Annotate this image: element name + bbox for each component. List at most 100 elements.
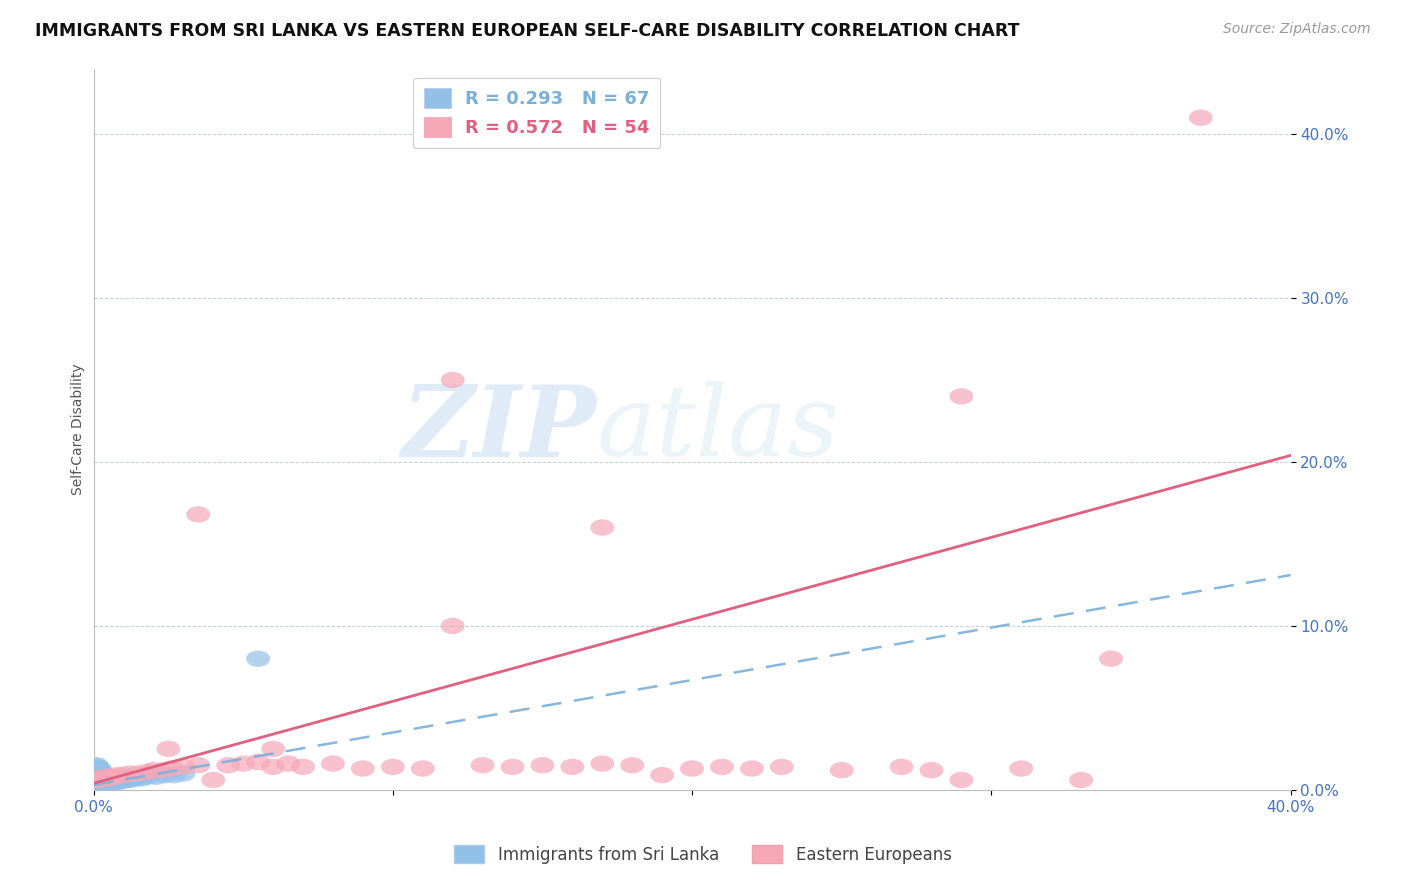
Ellipse shape <box>87 775 111 791</box>
Ellipse shape <box>87 770 111 787</box>
Ellipse shape <box>84 779 108 795</box>
Ellipse shape <box>111 772 135 789</box>
Ellipse shape <box>90 765 114 781</box>
Ellipse shape <box>118 772 142 789</box>
Ellipse shape <box>100 775 124 791</box>
Ellipse shape <box>84 772 108 789</box>
Ellipse shape <box>87 770 111 787</box>
Ellipse shape <box>187 507 211 523</box>
Ellipse shape <box>561 759 585 775</box>
Ellipse shape <box>84 767 108 783</box>
Ellipse shape <box>440 372 464 388</box>
Ellipse shape <box>94 772 118 789</box>
Ellipse shape <box>949 388 973 405</box>
Ellipse shape <box>103 773 127 789</box>
Ellipse shape <box>111 767 135 783</box>
Ellipse shape <box>97 770 121 787</box>
Ellipse shape <box>262 740 285 757</box>
Ellipse shape <box>84 762 108 779</box>
Ellipse shape <box>1069 772 1092 789</box>
Ellipse shape <box>103 769 127 785</box>
Text: Source: ZipAtlas.com: Source: ZipAtlas.com <box>1223 22 1371 37</box>
Ellipse shape <box>87 777 111 793</box>
Ellipse shape <box>246 754 270 770</box>
Ellipse shape <box>172 759 195 775</box>
Ellipse shape <box>84 772 108 789</box>
Ellipse shape <box>87 773 111 789</box>
Ellipse shape <box>94 775 118 791</box>
Ellipse shape <box>920 762 943 779</box>
Ellipse shape <box>949 772 973 789</box>
Ellipse shape <box>142 762 166 779</box>
Ellipse shape <box>262 759 285 775</box>
Ellipse shape <box>90 777 114 793</box>
Ellipse shape <box>100 775 124 791</box>
Ellipse shape <box>681 760 704 777</box>
Ellipse shape <box>145 769 169 785</box>
Ellipse shape <box>231 756 254 772</box>
Ellipse shape <box>105 767 129 783</box>
Ellipse shape <box>83 775 107 791</box>
Ellipse shape <box>135 764 159 780</box>
Ellipse shape <box>710 759 734 775</box>
Ellipse shape <box>94 770 118 787</box>
Ellipse shape <box>591 756 614 772</box>
Ellipse shape <box>127 765 150 781</box>
Ellipse shape <box>90 770 114 787</box>
Ellipse shape <box>201 772 225 789</box>
Ellipse shape <box>94 773 118 789</box>
Ellipse shape <box>740 760 763 777</box>
Ellipse shape <box>84 773 108 789</box>
Ellipse shape <box>87 765 111 781</box>
Ellipse shape <box>135 769 159 785</box>
Y-axis label: Self-Care Disability: Self-Care Disability <box>72 363 86 495</box>
Ellipse shape <box>1099 650 1123 667</box>
Ellipse shape <box>84 757 108 773</box>
Ellipse shape <box>124 770 148 787</box>
Ellipse shape <box>187 757 211 773</box>
Ellipse shape <box>156 740 180 757</box>
Ellipse shape <box>163 767 187 783</box>
Ellipse shape <box>121 770 145 787</box>
Ellipse shape <box>114 772 138 789</box>
Ellipse shape <box>411 760 434 777</box>
Ellipse shape <box>84 775 108 791</box>
Ellipse shape <box>84 777 108 793</box>
Ellipse shape <box>90 769 114 785</box>
Ellipse shape <box>87 764 111 780</box>
Ellipse shape <box>84 777 108 793</box>
Ellipse shape <box>620 757 644 773</box>
Ellipse shape <box>87 769 111 785</box>
Ellipse shape <box>90 772 114 789</box>
Ellipse shape <box>129 770 153 787</box>
Ellipse shape <box>90 770 114 787</box>
Ellipse shape <box>84 770 108 787</box>
Legend: R = 0.293   N = 67, R = 0.572   N = 54: R = 0.293 N = 67, R = 0.572 N = 54 <box>413 78 661 148</box>
Ellipse shape <box>84 760 108 777</box>
Ellipse shape <box>87 767 111 783</box>
Ellipse shape <box>530 757 554 773</box>
Ellipse shape <box>118 765 142 781</box>
Ellipse shape <box>87 760 111 777</box>
Ellipse shape <box>97 773 121 789</box>
Ellipse shape <box>84 767 108 783</box>
Text: IMMIGRANTS FROM SRI LANKA VS EASTERN EUROPEAN SELF-CARE DISABILITY CORRELATION C: IMMIGRANTS FROM SRI LANKA VS EASTERN EUR… <box>35 22 1019 40</box>
Ellipse shape <box>87 767 111 783</box>
Ellipse shape <box>381 759 405 775</box>
Ellipse shape <box>84 765 108 781</box>
Ellipse shape <box>84 769 108 785</box>
Ellipse shape <box>650 767 673 783</box>
Ellipse shape <box>830 762 853 779</box>
Ellipse shape <box>84 769 108 785</box>
Ellipse shape <box>90 775 114 791</box>
Ellipse shape <box>276 756 299 772</box>
Ellipse shape <box>94 777 118 793</box>
Ellipse shape <box>105 773 129 789</box>
Ellipse shape <box>321 756 344 772</box>
Ellipse shape <box>94 769 118 785</box>
Ellipse shape <box>890 759 914 775</box>
Ellipse shape <box>84 773 108 789</box>
Ellipse shape <box>108 773 132 789</box>
Ellipse shape <box>87 770 111 787</box>
Ellipse shape <box>352 760 375 777</box>
